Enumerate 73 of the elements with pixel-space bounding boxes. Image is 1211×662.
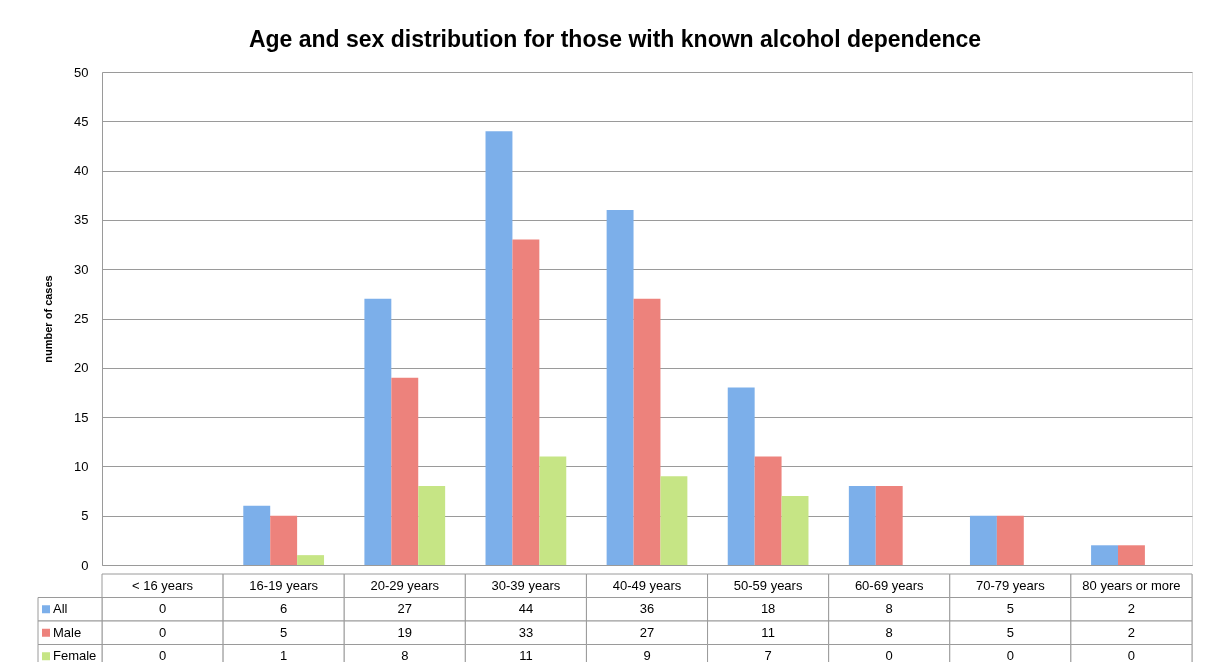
data-label: 9 bbox=[643, 648, 651, 662]
data-label: 0 bbox=[1127, 648, 1136, 662]
y-tick-label: 35 bbox=[74, 212, 89, 228]
bar bbox=[364, 298, 392, 565]
data-label: 8 bbox=[885, 624, 893, 640]
x-tick-label: 16-19 years bbox=[249, 577, 319, 593]
data-label: 11 bbox=[761, 624, 775, 640]
bar bbox=[1091, 545, 1118, 565]
x-tick-label: 60-69 years bbox=[854, 577, 925, 593]
bar bbox=[633, 298, 661, 565]
data-label: 0 bbox=[1006, 648, 1014, 662]
bar bbox=[485, 131, 513, 565]
data-label: 27 bbox=[639, 624, 655, 640]
data-label: 8 bbox=[401, 648, 409, 662]
data-label: 33 bbox=[518, 624, 534, 640]
y-tick-label: 45 bbox=[74, 113, 89, 129]
bar bbox=[969, 515, 997, 565]
data-label: 0 bbox=[158, 601, 167, 617]
legend-label: All bbox=[53, 601, 68, 617]
data-label: 8 bbox=[885, 601, 893, 617]
data-label: 5 bbox=[280, 624, 288, 640]
x-tick-label: 40-49 years bbox=[612, 577, 682, 593]
y-tick-label: 25 bbox=[74, 311, 89, 326]
x-tick-label: 70-79 years bbox=[976, 577, 1046, 593]
x-tick-label: 50-59 years bbox=[733, 577, 803, 593]
bar bbox=[875, 486, 903, 565]
data-label: 6 bbox=[280, 601, 288, 617]
data-label: 5 bbox=[1006, 624, 1014, 640]
bar bbox=[297, 555, 325, 565]
y-axis-title: number of cases bbox=[42, 275, 55, 363]
data-label: 36 bbox=[639, 601, 655, 617]
y-tick-label: 30 bbox=[74, 261, 89, 277]
bar bbox=[996, 515, 1024, 565]
bar bbox=[727, 387, 755, 565]
data-label: 2 bbox=[1127, 601, 1136, 617]
data-label: 11 bbox=[519, 648, 533, 662]
data-label: 18 bbox=[760, 601, 776, 617]
bar bbox=[1117, 545, 1145, 565]
legend-label: Female bbox=[53, 648, 97, 662]
x-tick-label: 80 years or more bbox=[1082, 577, 1181, 593]
x-tick-label: < 16 years bbox=[132, 577, 194, 593]
data-label: 0 bbox=[158, 624, 167, 640]
y-tick-label: 10 bbox=[74, 458, 89, 474]
data-label: 2 bbox=[1127, 624, 1136, 640]
data-label: 0 bbox=[158, 648, 167, 662]
bar bbox=[418, 486, 446, 565]
data-label: 44 bbox=[518, 601, 534, 617]
bar bbox=[539, 456, 567, 565]
y-tick-label: 40 bbox=[74, 163, 89, 179]
y-tick-label: 0 bbox=[81, 557, 89, 573]
y-tick-label: 15 bbox=[74, 409, 89, 425]
data-label: 27 bbox=[397, 601, 413, 617]
bar bbox=[243, 505, 271, 565]
x-tick-label: 20-29 years bbox=[370, 577, 440, 593]
bar bbox=[660, 476, 688, 565]
chart-title: Age and sex distribution for those with known alcohol dependence bbox=[248, 25, 982, 52]
y-tick-label: 50 bbox=[74, 64, 89, 80]
bar bbox=[512, 239, 540, 565]
data-label: 5 bbox=[1006, 601, 1014, 617]
data-label: 1 bbox=[280, 648, 288, 662]
y-tick-label: 20 bbox=[74, 360, 89, 376]
data-label: 0 bbox=[885, 648, 893, 662]
bar bbox=[781, 495, 809, 565]
y-tick-label: 5 bbox=[81, 508, 89, 524]
bar bbox=[606, 210, 634, 565]
bar bbox=[754, 456, 782, 565]
bar bbox=[848, 486, 876, 565]
data-label: 7 bbox=[764, 648, 772, 662]
x-tick-label: 30-39 years bbox=[491, 577, 561, 593]
bar bbox=[391, 377, 419, 565]
legend-label: Male bbox=[53, 624, 82, 640]
bar bbox=[270, 515, 298, 565]
data-label: 19 bbox=[397, 624, 413, 640]
